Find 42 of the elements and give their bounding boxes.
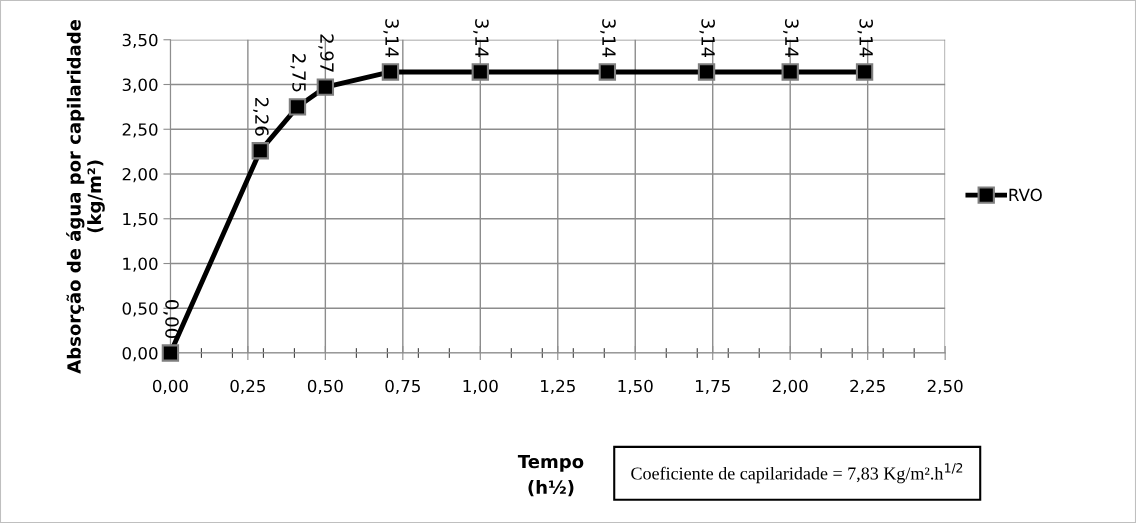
- x-tick-label: 2,50: [927, 379, 963, 395]
- x-tick-label: 0,75: [385, 379, 420, 395]
- y-tick-label: 3,50: [122, 33, 158, 49]
- y-tick-label: 2,50: [122, 123, 158, 138]
- data-label: 3,14: [783, 19, 799, 58]
- x-tick-label: 1,50: [618, 379, 653, 395]
- point: [471, 63, 489, 81]
- data-label: 2,75: [290, 54, 306, 92]
- x-tick-label: 1,25: [541, 379, 575, 395]
- y-tick-label: 0,00: [122, 346, 158, 362]
- x-tick-label: 2,00: [772, 379, 808, 395]
- point: [855, 63, 874, 81]
- y-tick-label: 1,50: [123, 212, 158, 228]
- x-tick-label: 1,00: [463, 379, 498, 395]
- data-label: 2,97: [318, 34, 334, 72]
- y-axis-title: Absorção de água por capilaridade (kg/m²): [66, 19, 105, 374]
- y-tick-label: 1,00: [123, 257, 158, 272]
- point: [598, 63, 617, 81]
- data-label: 2,26: [253, 97, 269, 136]
- point: [697, 63, 716, 81]
- x-tick-label: 0,00: [152, 379, 188, 395]
- point: [781, 63, 799, 81]
- point: [316, 78, 335, 96]
- x-axis-title: Tempo (h½): [517, 454, 584, 497]
- point: [381, 63, 400, 81]
- y-tick-label: 2,00: [122, 167, 158, 183]
- x-tick-label: 0,50: [307, 379, 343, 395]
- text: Coeficiente de capilaridade = 7,83 Kg/m².h$^{1/2}$: [631, 463, 963, 484]
- point: [288, 98, 307, 116]
- y-tick-label: 0,50: [122, 302, 158, 317]
- data-label: 3,14: [699, 19, 715, 58]
- data-label: 3,14: [383, 19, 399, 58]
- point: [161, 344, 180, 362]
- x-tick-label: 1,75: [696, 379, 730, 395]
- data-label: 3,14: [857, 19, 873, 58]
- data-label: 3,14: [473, 19, 489, 58]
- x-tick-label: 2,25: [850, 379, 885, 395]
- point: [251, 142, 269, 160]
- legend-label: RVO: [1009, 188, 1042, 202]
- y-tick-label: 3,00: [122, 78, 158, 93]
- x-tick-label: 0,25: [230, 379, 265, 395]
- data-label: 3,14: [600, 19, 616, 58]
